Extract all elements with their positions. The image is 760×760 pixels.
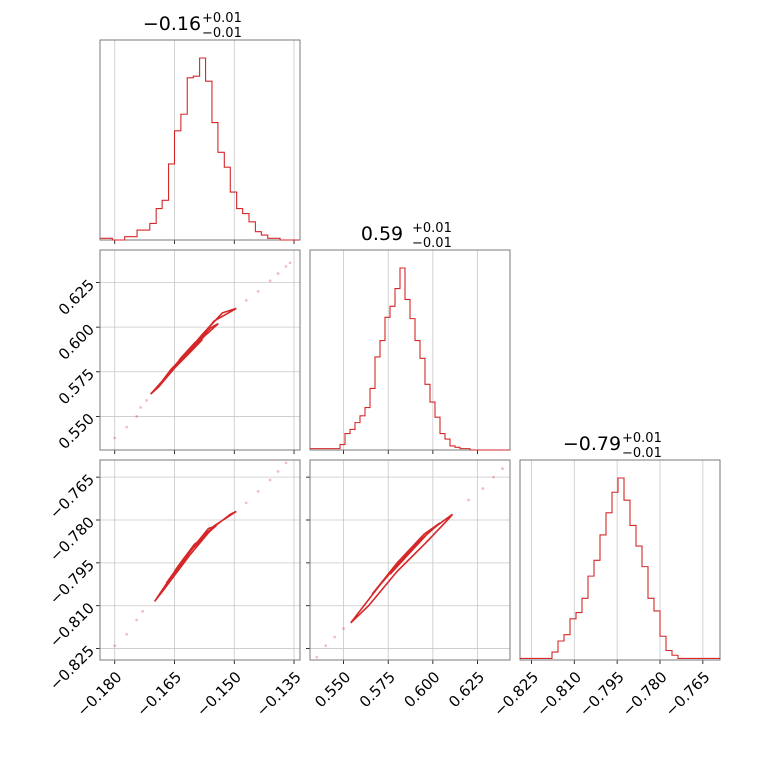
y-tick-label: 0.575 [55, 365, 98, 408]
sample-point [141, 610, 145, 613]
x-tick-label: −0.150 [193, 668, 245, 720]
x-tick-label: −0.165 [133, 668, 185, 720]
sample-point [135, 618, 139, 622]
sample-point [244, 298, 248, 302]
sample-point [256, 490, 260, 493]
x-tick-label: −0.135 [253, 668, 305, 720]
sample-point [276, 470, 280, 473]
sample-point [268, 478, 272, 482]
sample-point [315, 655, 319, 659]
histogram-title-upper: +0.01 [622, 431, 662, 446]
histogram-title-upper: +0.01 [202, 11, 242, 26]
x-tick-label: −0.180 [74, 668, 126, 720]
sample-point [125, 425, 129, 429]
x-tick-label: 0.625 [445, 668, 488, 711]
x-tick-label: −0.810 [533, 668, 585, 720]
scatter-panel-0-2 [96, 459, 301, 664]
sample-point [145, 398, 149, 402]
histogram-title-upper: +0.01 [412, 221, 452, 236]
y-tick-label: −0.765 [46, 470, 98, 522]
x-tick-label: −0.765 [662, 668, 714, 720]
density-contour [153, 510, 237, 602]
panel-frame [519, 459, 721, 661]
y-tick-label: 0.550 [55, 410, 98, 453]
sample-point [113, 436, 117, 440]
x-tick-label: −0.780 [619, 668, 671, 720]
sample-point [501, 467, 504, 470]
sample-point [492, 475, 495, 479]
density-contour [173, 537, 203, 572]
x-tick-label: 0.600 [401, 668, 444, 711]
panel-frame [99, 459, 301, 661]
y-tick-label: −0.780 [46, 513, 98, 565]
density-contour [371, 522, 441, 595]
sample-point [481, 487, 485, 490]
sample-point [333, 635, 337, 639]
histogram-step-line [100, 57, 300, 241]
sample-point [135, 415, 139, 418]
x-tick-label: −0.795 [576, 668, 628, 720]
histogram-title-lower: −0.01 [202, 26, 242, 41]
scatter-panel-0-1 [96, 249, 301, 454]
scatter-panel-1-2 [306, 459, 511, 664]
x-tick-label: −0.825 [490, 668, 542, 720]
y-tick-label: −0.810 [46, 599, 98, 651]
histogram-title-value: 0.59 [361, 223, 403, 245]
panel-frame [309, 249, 511, 451]
sample-point [113, 644, 117, 648]
density-contour [389, 535, 427, 575]
density-contour [171, 338, 203, 371]
sample-point [284, 265, 288, 268]
histogram-title-value: −0.79 [563, 433, 621, 455]
panel-frame [99, 39, 301, 241]
sample-point [244, 501, 248, 505]
histogram-panel-2: −0.79 +0.01−0.01 [519, 431, 721, 664]
x-tick-label: 0.550 [311, 668, 354, 711]
histogram-step-line [310, 267, 510, 451]
sample-point [268, 279, 272, 283]
panel-frame [99, 249, 301, 451]
histogram-title-lower: −0.01 [412, 236, 452, 251]
histogram-title-lower: −0.01 [622, 446, 662, 461]
histogram-panel-1: 0.59 +0.01−0.01 [309, 221, 511, 454]
sample-point [256, 290, 260, 293]
histogram-step-line [520, 477, 720, 659]
sample-point [467, 498, 470, 502]
sample-point [288, 261, 292, 265]
sample-point [342, 627, 345, 630]
y-tick-label: −0.825 [46, 642, 98, 694]
x-tick-label: 0.575 [356, 668, 399, 711]
y-tick-label: 0.625 [55, 276, 98, 319]
histogram-panel-0: −0.16 +0.01−0.01 [99, 11, 301, 244]
y-tick-label: −0.795 [46, 556, 98, 608]
panel-frame [309, 459, 511, 661]
sample-point [324, 644, 328, 648]
density-contour [150, 307, 237, 395]
sample-point [139, 406, 143, 409]
y-tick-label: 0.600 [55, 320, 98, 363]
histogram-title-value: −0.16 [143, 13, 201, 35]
sample-point [125, 632, 129, 636]
density-contour [350, 513, 454, 624]
sample-point [276, 272, 280, 275]
sample-point [284, 461, 288, 465]
